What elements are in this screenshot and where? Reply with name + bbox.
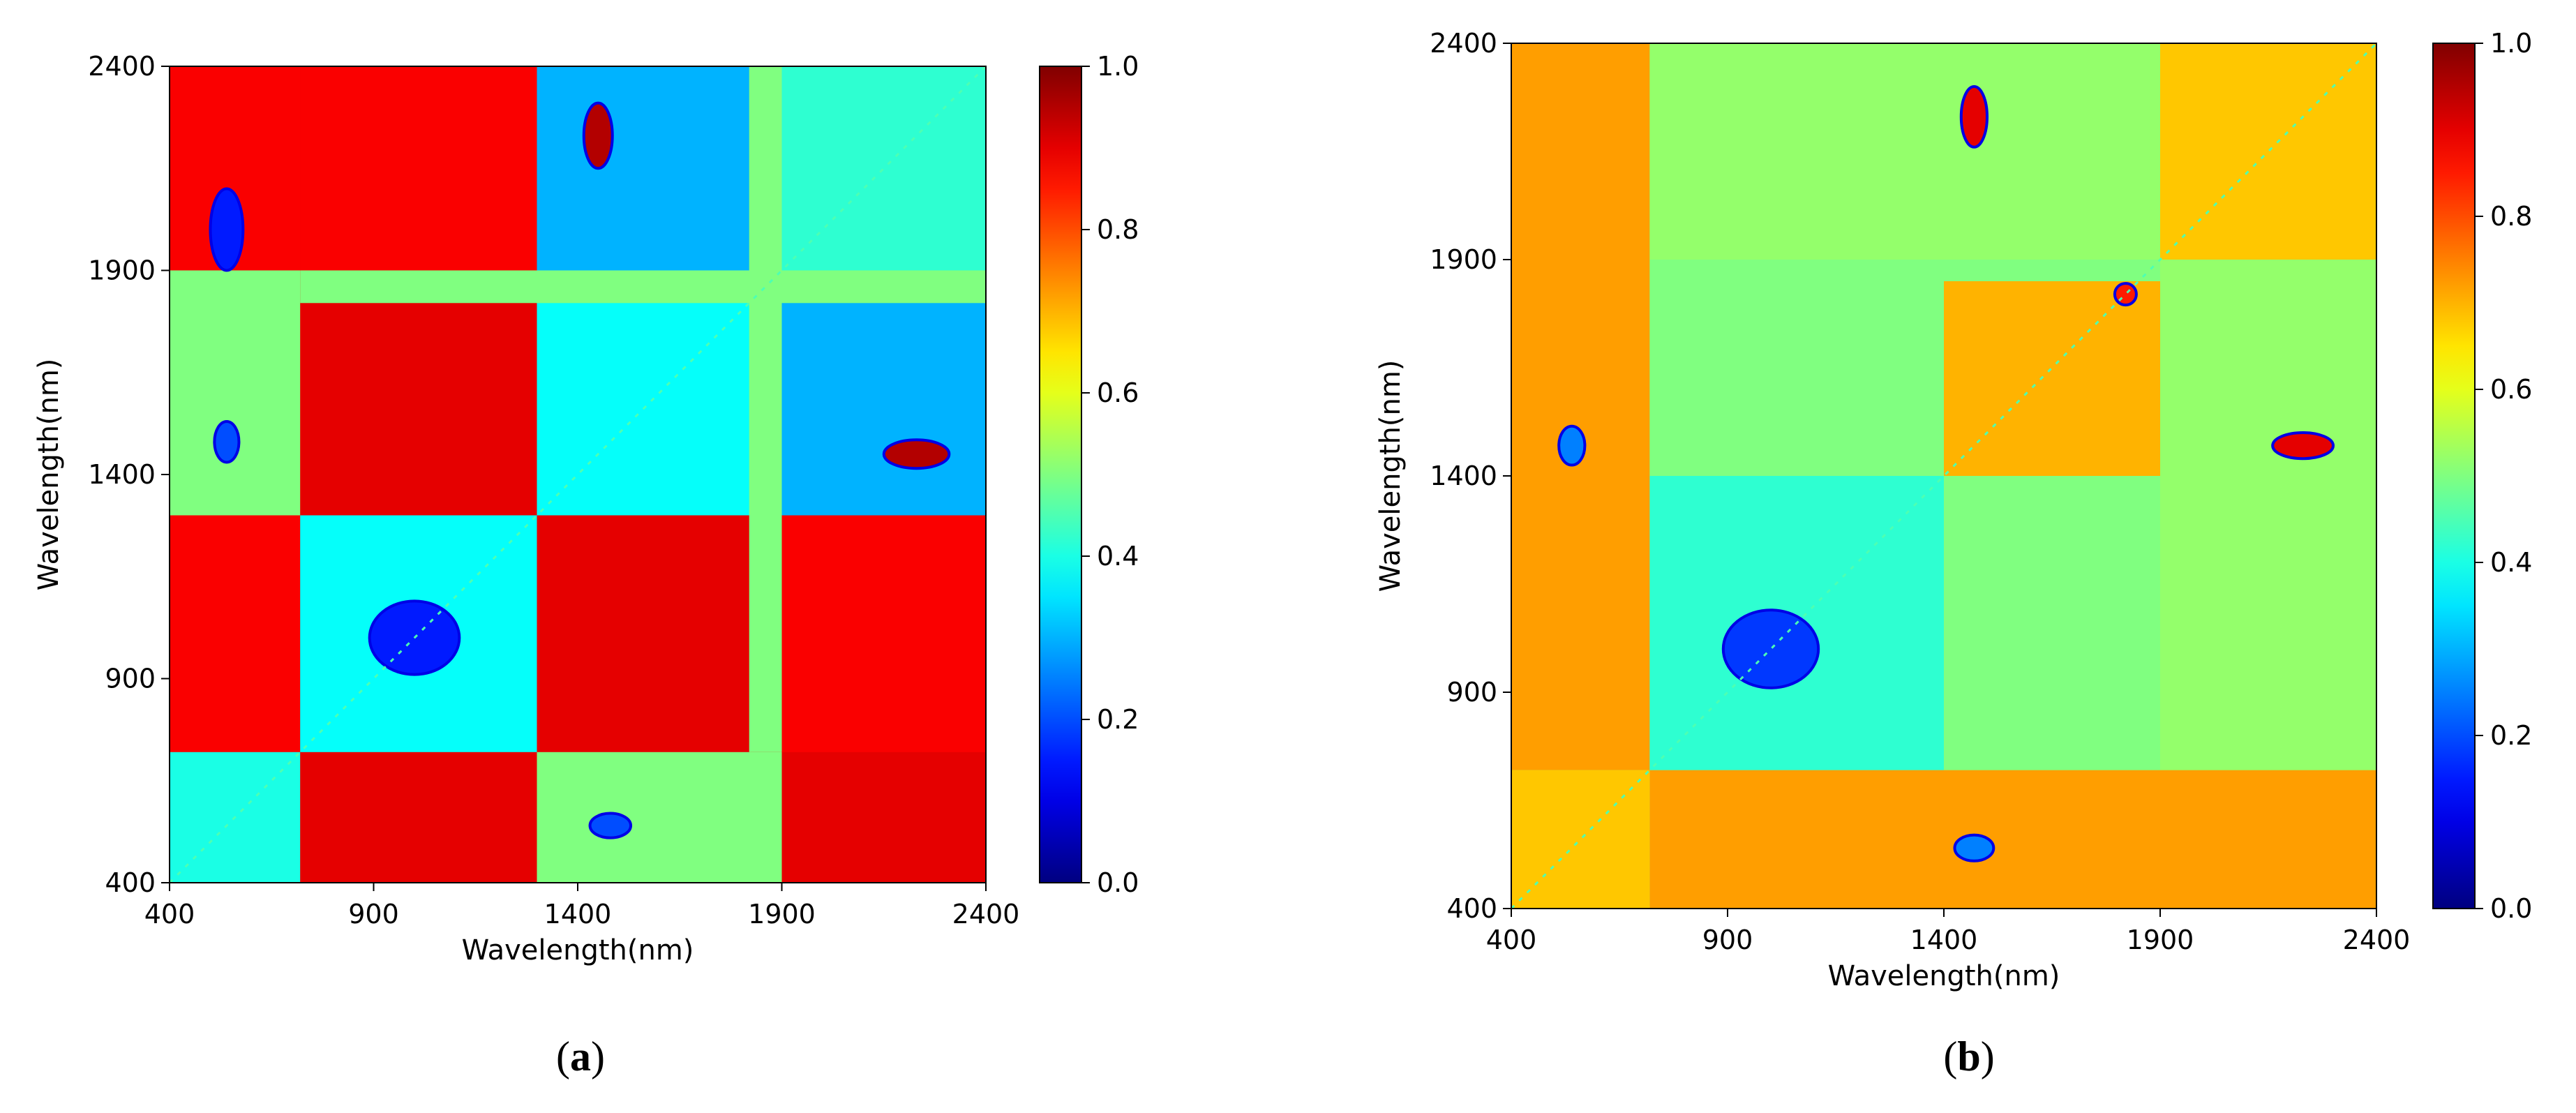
heatmap-region bbox=[537, 515, 782, 752]
heatmap-spot bbox=[1721, 608, 1820, 689]
x-axis-label: Wavelength(nm) bbox=[1828, 960, 2060, 992]
x-tick-label: 1400 bbox=[544, 899, 612, 929]
panel-label-b: (b) bbox=[1943, 1033, 1995, 1080]
heatmap-region bbox=[1649, 260, 1944, 476]
y-tick-label: 1400 bbox=[88, 459, 156, 490]
heatmap-region bbox=[749, 66, 782, 752]
heatmap-region bbox=[2160, 260, 2376, 770]
diagonal-line bbox=[1511, 43, 2376, 909]
x-axis-label: Wavelength(nm) bbox=[462, 934, 694, 966]
x-tick-label: 400 bbox=[1486, 925, 1537, 955]
colorbar-tick-label: 0.4 bbox=[2490, 547, 2532, 578]
y-tick-label: 400 bbox=[105, 867, 156, 898]
x-tick-label: 1900 bbox=[748, 899, 816, 929]
colorbar-tick-label: 0.6 bbox=[1097, 378, 1139, 408]
heatmap-spot bbox=[2113, 282, 2138, 307]
colorbar-tick-label: 1.0 bbox=[1097, 51, 1139, 82]
y-tick-label: 900 bbox=[105, 664, 156, 694]
heatmap-region bbox=[170, 270, 301, 516]
heatmap-region bbox=[300, 270, 986, 304]
x-tick-label: 900 bbox=[1702, 925, 1753, 955]
x-tick-label: 1900 bbox=[2127, 925, 2194, 955]
heatmap-region bbox=[1944, 281, 2160, 476]
colorbar-tick-label: 0.4 bbox=[1097, 541, 1139, 572]
heatmap-region bbox=[1511, 43, 1650, 770]
colorbar-tick-label: 0.8 bbox=[1097, 214, 1139, 245]
heatmap-region bbox=[1649, 43, 2160, 260]
heatmap-spot bbox=[1959, 84, 1989, 149]
heatmap-chart-a: 400 900 1400 1900 2400 400 900 1400 1900 2400 Wave… bbox=[33, 51, 1139, 966]
x-tick-label: 900 bbox=[348, 899, 399, 929]
y-tick-label: 2400 bbox=[1430, 28, 1497, 59]
colorbar-tick-label: 0.0 bbox=[2490, 893, 2532, 924]
colorbar bbox=[2432, 43, 2476, 909]
heatmap-spot bbox=[882, 438, 951, 470]
heatmap-spot bbox=[1557, 424, 1587, 467]
heatmap-spot bbox=[213, 419, 241, 464]
colorbar-tick-label: 0.2 bbox=[2490, 720, 2532, 751]
colorbar-tick-label: 1.0 bbox=[2490, 28, 2532, 59]
y-tick-label: 900 bbox=[1446, 677, 1497, 708]
heatmap-spot bbox=[588, 812, 633, 839]
colorbar-tick-label: 0.2 bbox=[1097, 704, 1139, 735]
heatmap-region bbox=[1944, 476, 2160, 770]
heatmap-region bbox=[781, 270, 986, 516]
y-axis-label: Wavelength(nm) bbox=[1375, 360, 1407, 592]
y-tick-label: 1900 bbox=[88, 255, 156, 286]
heatmap-spot bbox=[209, 187, 245, 272]
x-tick-label: 2400 bbox=[952, 899, 1020, 929]
y-tick-label: 1400 bbox=[1430, 461, 1497, 491]
heatmap-spot bbox=[582, 101, 614, 170]
panel-label-a: (a) bbox=[556, 1033, 605, 1080]
y-tick-label: 400 bbox=[1446, 893, 1497, 924]
heatmap-cells bbox=[170, 66, 986, 883]
x-tick-label: 400 bbox=[144, 899, 195, 929]
diagonal-line bbox=[170, 66, 986, 883]
x-tick-label: 2400 bbox=[2343, 925, 2411, 955]
heatmap-cells bbox=[1511, 43, 2376, 909]
chart-panel-b: 400 900 1400 1900 2400 400 900 1400 1900 2400 Wave… bbox=[1288, 0, 2576, 1110]
colorbar-tick-label: 0.8 bbox=[2490, 201, 2532, 232]
colorbar bbox=[1039, 66, 1082, 883]
heatmap-spot bbox=[2271, 431, 2335, 461]
y-tick-label: 2400 bbox=[88, 51, 156, 82]
x-tick-label: 1400 bbox=[1910, 925, 1978, 955]
heatmap-region bbox=[537, 752, 782, 883]
heatmap-region bbox=[1511, 770, 1650, 909]
chart-panel-a: 400 900 1400 1900 2400 400 900 1400 1900 2400 Wave… bbox=[0, 0, 1288, 1110]
colorbar-tick-label: 0.6 bbox=[2490, 374, 2532, 405]
heatmap-region bbox=[1649, 770, 2376, 909]
heatmap-chart-b: 400 900 1400 1900 2400 400 900 1400 1900 2400 Wave… bbox=[1375, 28, 2532, 992]
y-tick-label: 1900 bbox=[1430, 244, 1497, 275]
colorbar-tick-label: 0.0 bbox=[1097, 867, 1139, 898]
heatmap-region bbox=[300, 270, 537, 516]
heatmap-region bbox=[781, 66, 986, 271]
heatmap-region bbox=[537, 66, 782, 271]
heatmap-spot bbox=[1953, 833, 1995, 862]
y-axis-label: Wavelength(nm) bbox=[33, 359, 65, 591]
